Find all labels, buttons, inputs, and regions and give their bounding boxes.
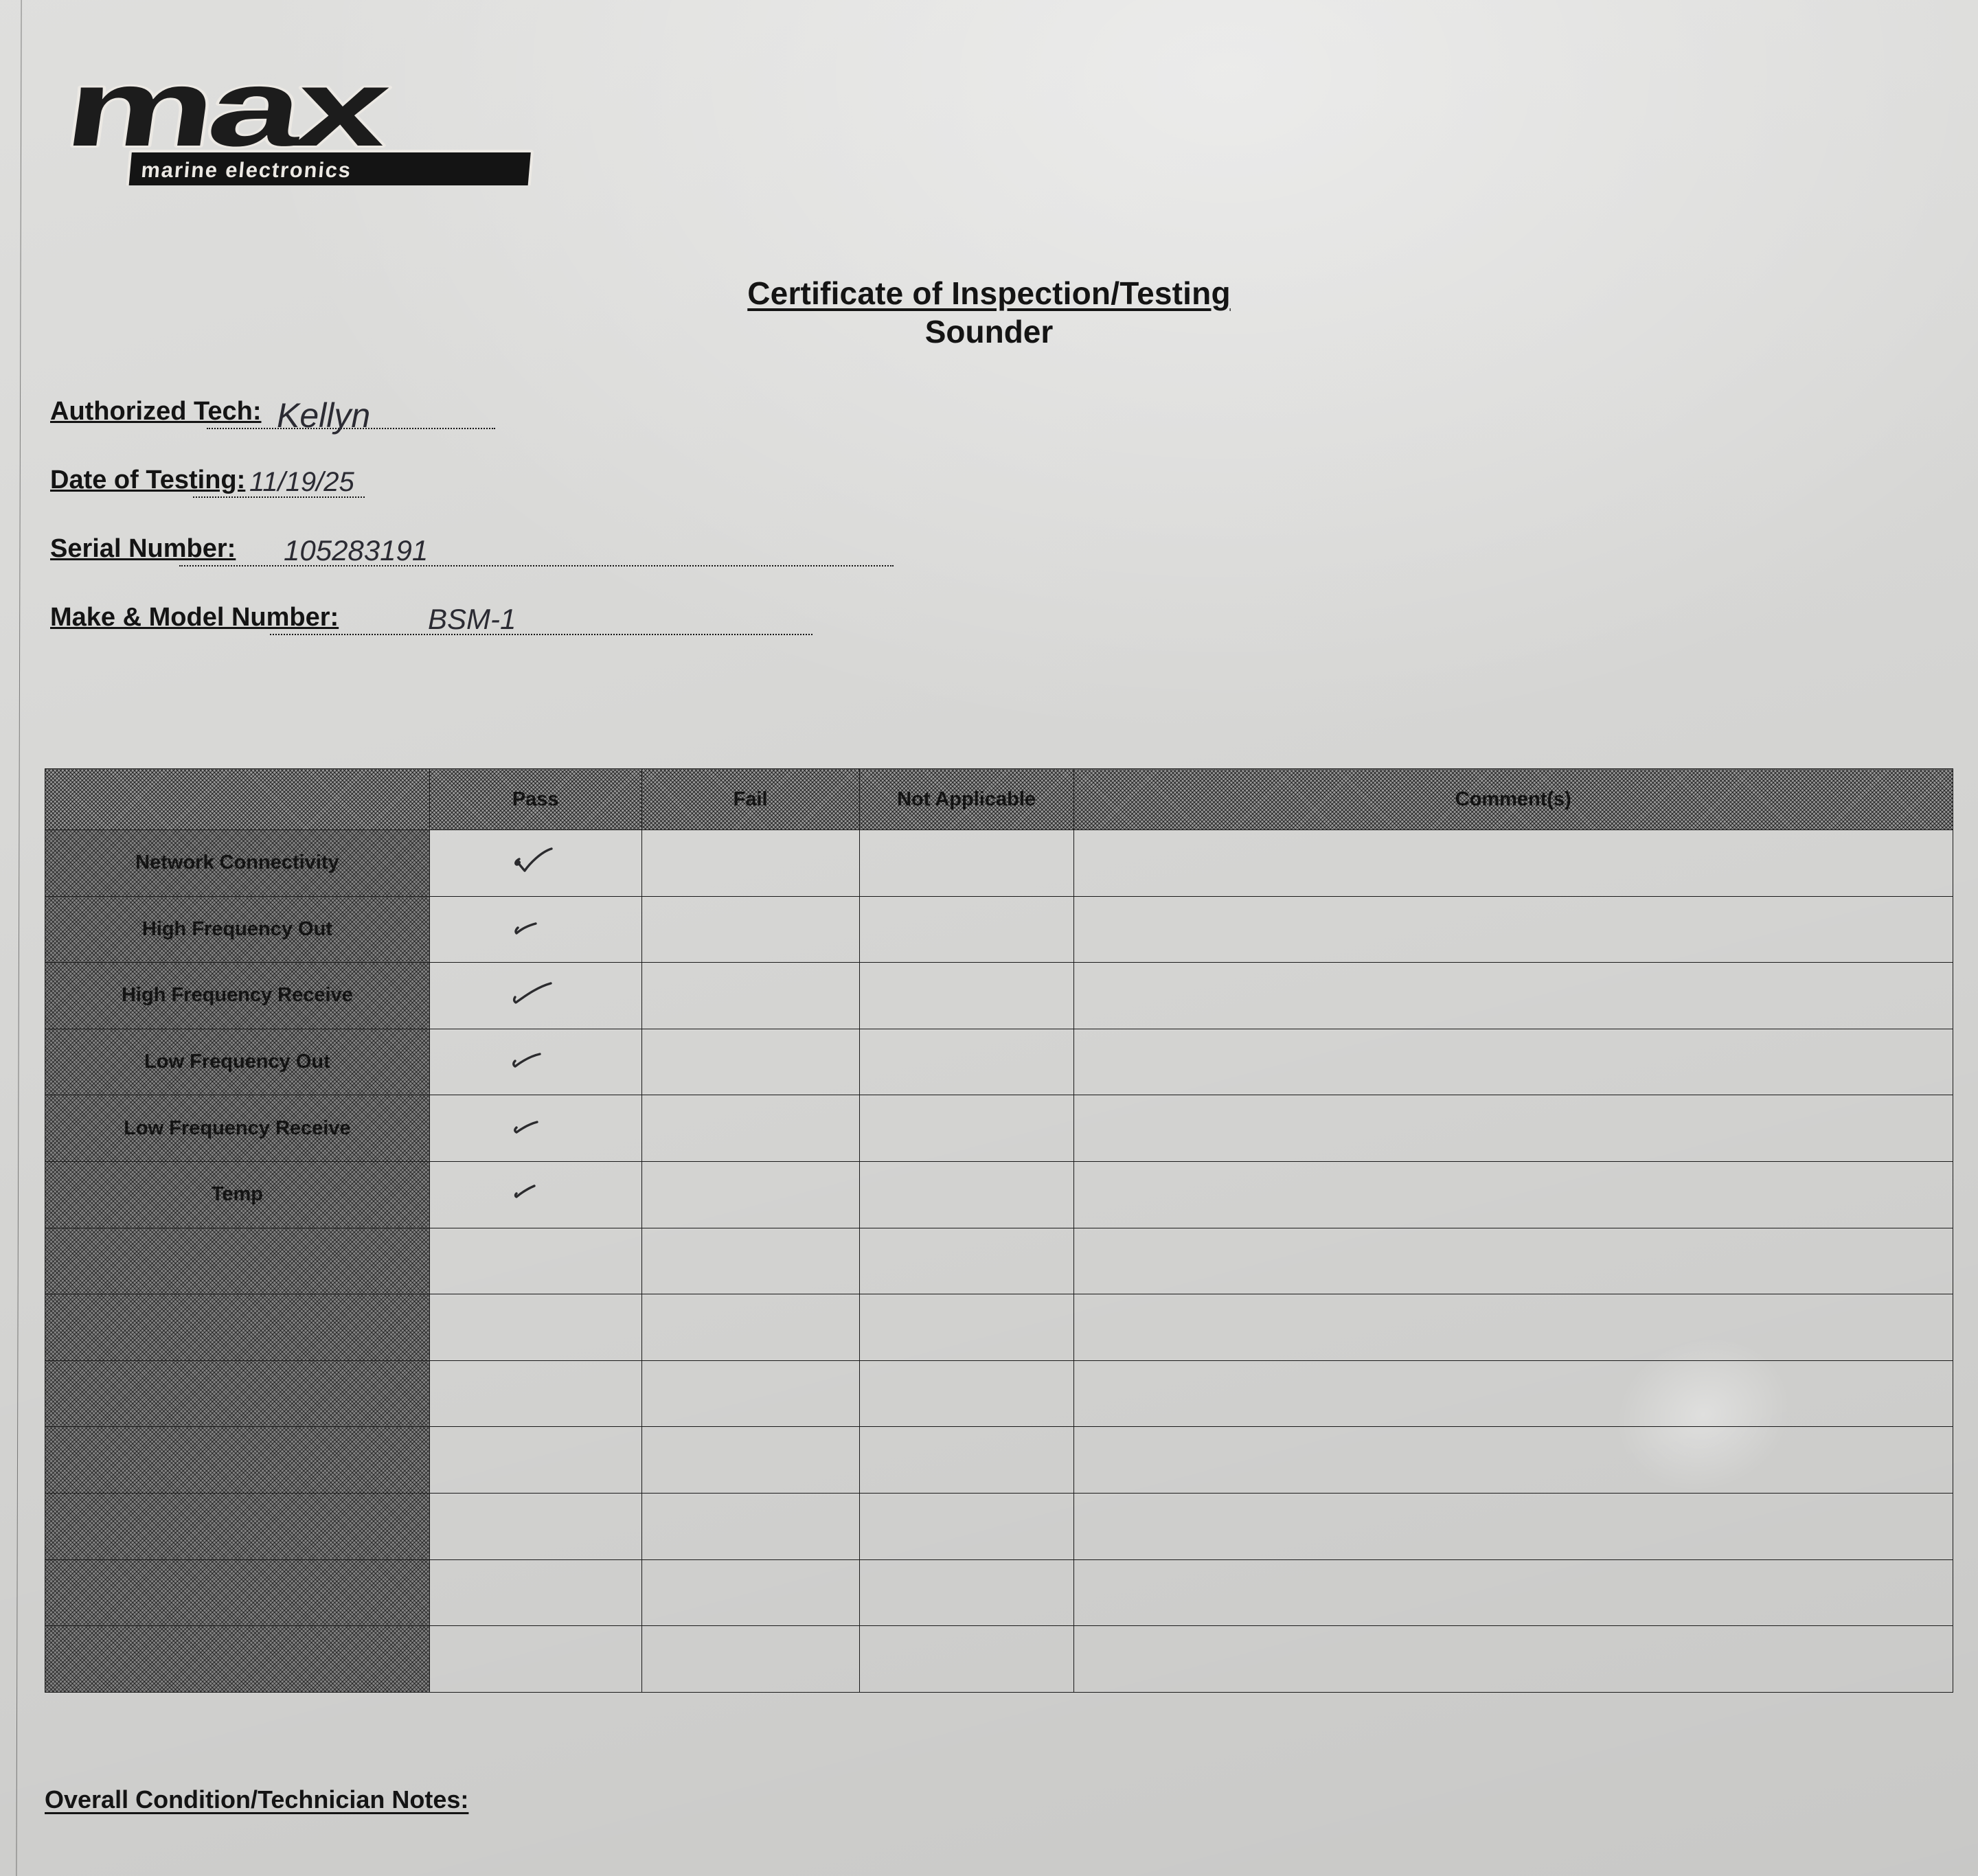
svg-text:marine electronics: marine electronics xyxy=(140,158,352,182)
